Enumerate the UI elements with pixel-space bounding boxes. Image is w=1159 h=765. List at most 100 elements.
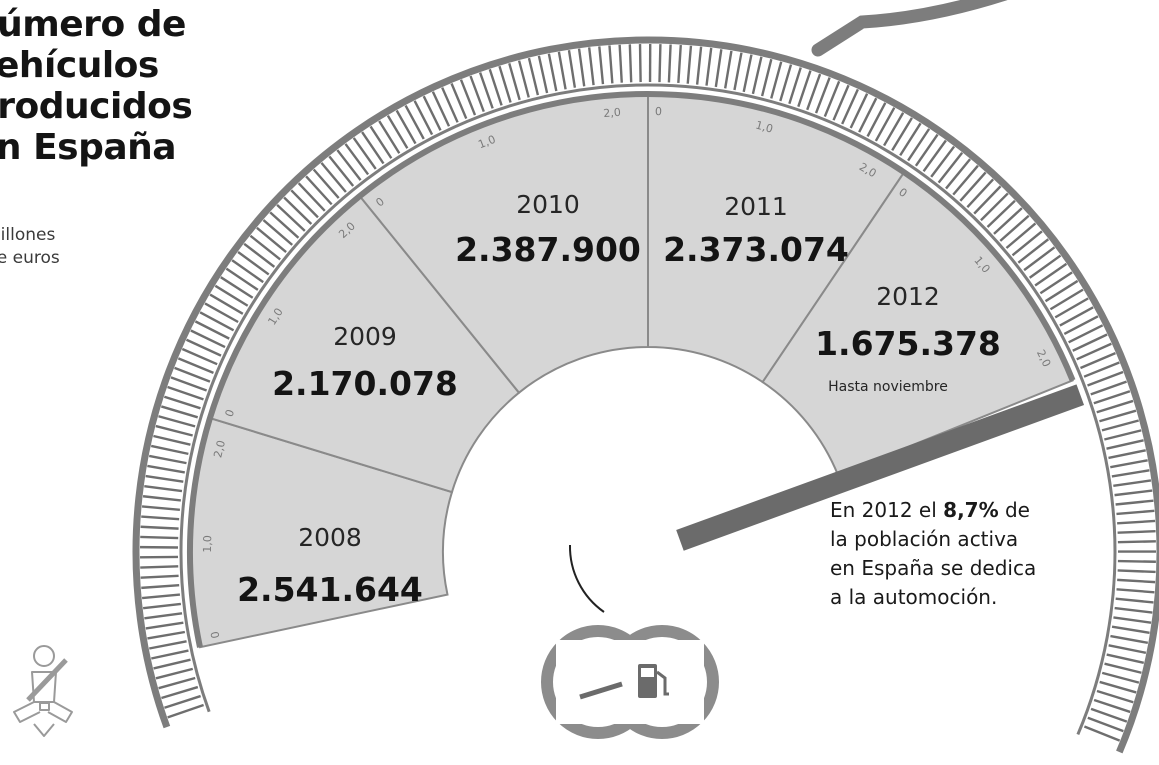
gauge-tick [1108, 644, 1147, 655]
gauge-tick [695, 46, 703, 85]
gauge-tick [161, 685, 199, 700]
gauge-tick [422, 95, 442, 131]
fuel-pump-hose [656, 670, 669, 696]
gauge-tick [276, 204, 306, 232]
segment-value-label: 2.373.074 [663, 230, 849, 269]
gauge-tick [1083, 725, 1121, 742]
gauge-tick [907, 128, 931, 162]
seatbelt-leg-right [47, 701, 73, 723]
gauge-tick [214, 284, 249, 307]
gauge-tick [209, 293, 244, 315]
scale-tick-label: 1,0 [201, 535, 214, 553]
gauge-tick [1011, 230, 1043, 257]
gauge-tick [1087, 370, 1124, 387]
gauge-tick [153, 434, 191, 446]
gauge-tick [144, 612, 183, 620]
gauge-tick [993, 207, 1023, 235]
scale-tick-label: 2,0 [603, 106, 622, 120]
gauge-tick [290, 189, 319, 219]
seatbelt-strap [26, 658, 68, 702]
scale-tick-label: 2,0 [211, 439, 228, 459]
gauge-tick [1099, 680, 1137, 694]
gauge-tick [973, 185, 1002, 215]
gauge-tick [140, 574, 179, 579]
gauge-tick [1080, 351, 1116, 370]
gauge-tick [190, 329, 226, 349]
gauge-tick [404, 104, 425, 140]
gauge-tick [194, 320, 230, 340]
segment-value-label: 2.387.900 [455, 230, 641, 269]
gauge-tick [1110, 634, 1149, 645]
gauge-tick [225, 267, 259, 291]
gauge-tick [806, 73, 822, 111]
gauge-tick [145, 474, 184, 483]
fuel-ring-fill [556, 640, 704, 724]
segment-note-label: Hasta noviembre [828, 379, 948, 395]
gauge-tick [1117, 578, 1156, 584]
gauge-tick-marks [140, 43, 1157, 742]
gauge-tick [469, 75, 485, 113]
gauge-tick [352, 137, 377, 170]
gauge-tick [628, 44, 633, 83]
gauge-tick [283, 196, 313, 225]
gauge-tick [361, 131, 385, 165]
gauge-tick [705, 47, 713, 86]
gauge-outer-band [132, 36, 1159, 754]
gauge-tick [1117, 529, 1156, 534]
segment-year-label: 2009 [333, 322, 397, 351]
gauge-tick [658, 44, 662, 83]
gauge-tick [1063, 315, 1099, 335]
gauge-tick [160, 405, 199, 419]
gauge-tick [158, 415, 196, 428]
chart-subtitle: Millones de euros [0, 225, 60, 268]
gauge-tick [823, 80, 841, 117]
gauge-tick [155, 424, 193, 437]
gauge-tick [547, 53, 558, 92]
gauge-tick [141, 515, 180, 521]
gauge-tick [170, 376, 208, 392]
gauge-tick [1117, 569, 1156, 574]
gauge-tick [231, 259, 264, 284]
gauge-tick [147, 464, 185, 474]
note-suffix: de la población activa en España se dedi… [830, 498, 1037, 609]
gauge-tick [167, 385, 204, 401]
gauge-tick [733, 52, 743, 91]
gauge-tick [841, 88, 859, 125]
gauge-tick [320, 162, 347, 193]
gauge-tick [577, 48, 586, 87]
gauge-tick [151, 649, 189, 660]
gauge-tick [386, 115, 409, 149]
gauge-tick [797, 70, 812, 108]
gauge-tick [1116, 509, 1155, 516]
gauge-tick [378, 120, 401, 154]
gauge-needle-bar [676, 384, 1085, 551]
gauge-tick [1114, 606, 1153, 614]
gauge-tick [1059, 306, 1094, 327]
gauge-tick [899, 122, 922, 157]
gauge-tick [1034, 262, 1068, 287]
gauge-tick [145, 621, 184, 630]
gauge-tick [1090, 380, 1127, 396]
gauge-tick [1101, 671, 1140, 684]
gauge-tick [1083, 361, 1120, 378]
gauge-tick [220, 276, 254, 299]
gauge-tick [1113, 479, 1152, 487]
gauge-tick [158, 676, 196, 690]
gauge-tick [1093, 698, 1131, 714]
gauge-tick [1106, 653, 1145, 664]
gauge-tick [1117, 519, 1156, 525]
gauge-tick [598, 46, 605, 85]
gauge-tick [262, 219, 293, 246]
scale-tick-label: 1,0 [754, 119, 774, 136]
gauge-tick [142, 602, 182, 610]
gauge-tick [312, 168, 340, 199]
gauge-tick [1104, 662, 1142, 674]
gauge-tick [140, 535, 179, 540]
gauge-tick [891, 117, 913, 152]
gauge-tick [155, 667, 194, 680]
gauge-tick [874, 107, 896, 142]
fuel-needle [579, 681, 623, 700]
gauge-tick [237, 251, 270, 276]
gauge-tick [1101, 419, 1140, 432]
